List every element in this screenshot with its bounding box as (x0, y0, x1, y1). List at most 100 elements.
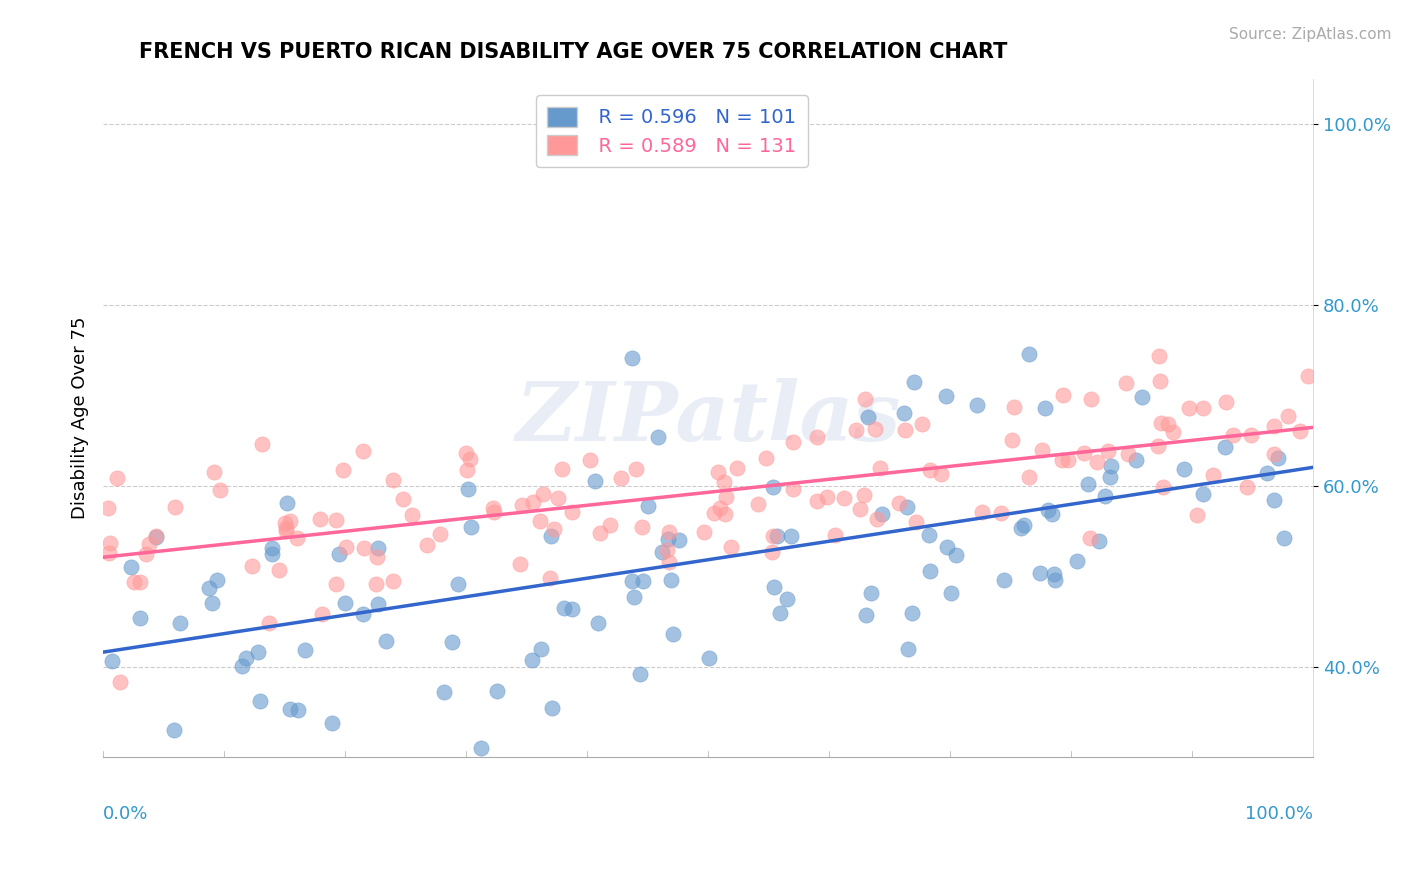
Puerto Ricans (274, 516, 297, 531)
French (918, 527, 941, 541)
Text: FRENCH VS PUERTO RICAN DISABILITY AGE OVER 75 CORRELATION CHART: FRENCH VS PUERTO RICAN DISABILITY AGE OV… (139, 42, 1008, 62)
Puerto Ricans (1150, 416, 1173, 430)
French (628, 666, 651, 681)
French (860, 586, 883, 600)
Puerto Ricans (1018, 470, 1040, 484)
Puerto Ricans (529, 514, 551, 528)
French (1099, 470, 1122, 484)
Puerto Ricans (163, 500, 186, 514)
Puerto Ricans (1202, 468, 1225, 483)
French (231, 659, 253, 673)
Puerto Ricans (747, 497, 769, 511)
Puerto Ricans (1052, 453, 1074, 467)
Puerto Ricans (482, 501, 505, 516)
Puerto Ricans (714, 507, 737, 521)
Puerto Ricans (713, 475, 735, 490)
Puerto Ricans (762, 529, 785, 543)
Puerto Ricans (311, 607, 333, 621)
French (433, 685, 456, 699)
Puerto Ricans (366, 550, 388, 565)
Puerto Ricans (755, 451, 778, 466)
Puerto Ricans (806, 493, 828, 508)
Puerto Ricans (1157, 417, 1180, 431)
French (583, 474, 606, 488)
Puerto Ricans (110, 675, 132, 690)
Puerto Ricans (107, 471, 129, 485)
French (901, 606, 924, 620)
French (278, 702, 301, 716)
French (1012, 517, 1035, 532)
French (561, 602, 583, 616)
French (169, 615, 191, 630)
Puerto Ricans (824, 528, 846, 542)
Puerto Ricans (1073, 445, 1095, 459)
Puerto Ricans (866, 512, 889, 526)
French (375, 633, 398, 648)
Puerto Ricans (599, 518, 621, 533)
Puerto Ricans (1153, 480, 1175, 494)
French (939, 586, 962, 600)
Puerto Ricans (561, 504, 583, 518)
Text: 0.0%: 0.0% (103, 805, 149, 823)
French (769, 606, 792, 620)
Puerto Ricans (630, 520, 652, 534)
Puerto Ricans (1192, 401, 1215, 416)
French (935, 390, 957, 404)
Puerto Ricans (547, 491, 569, 505)
Puerto Ricans (456, 463, 478, 477)
Puerto Ricans (990, 506, 1012, 520)
Puerto Ricans (716, 491, 738, 505)
Puerto Ricans (1222, 427, 1244, 442)
Puerto Ricans (1239, 427, 1261, 442)
French (623, 590, 645, 604)
Puerto Ricans (703, 506, 725, 520)
Puerto Ricans (364, 576, 387, 591)
Puerto Ricans (1080, 392, 1102, 407)
French (276, 496, 298, 510)
French (763, 580, 786, 594)
Puerto Ricans (579, 453, 602, 467)
French (530, 642, 553, 657)
French (1088, 534, 1111, 549)
Puerto Ricans (706, 465, 728, 479)
French (945, 549, 967, 563)
Puerto Ricans (658, 525, 681, 540)
Puerto Ricans (1289, 425, 1312, 439)
French (328, 548, 350, 562)
French (651, 545, 673, 559)
French (235, 651, 257, 665)
Puerto Ricans (1052, 388, 1074, 402)
French (540, 529, 562, 543)
Puerto Ricans (456, 446, 478, 460)
French (918, 564, 941, 578)
Puerto Ricans (538, 570, 561, 584)
Puerto Ricans (1031, 442, 1053, 457)
French (1033, 401, 1056, 415)
French (1263, 492, 1285, 507)
Puerto Ricans (381, 574, 404, 588)
French (1040, 507, 1063, 521)
French (447, 577, 470, 591)
French (621, 351, 644, 366)
Puerto Ricans (458, 452, 481, 467)
French (856, 410, 879, 425)
Puerto Ricans (725, 461, 748, 475)
Puerto Ricans (853, 392, 876, 406)
Puerto Ricans (1263, 447, 1285, 461)
French (762, 480, 785, 494)
Puerto Ricans (1085, 455, 1108, 469)
French (1045, 573, 1067, 587)
Puerto Ricans (1149, 349, 1171, 363)
Puerto Ricans (782, 435, 804, 450)
French (249, 694, 271, 708)
Puerto Ricans (834, 491, 856, 505)
Puerto Ricans (589, 526, 612, 541)
French (247, 645, 270, 659)
French (893, 406, 915, 420)
Puerto Ricans (720, 541, 742, 555)
Puerto Ricans (970, 505, 993, 519)
Puerto Ricans (335, 540, 357, 554)
Puerto Ricans (551, 462, 574, 476)
Puerto Ricans (1056, 453, 1078, 467)
French (620, 574, 643, 589)
